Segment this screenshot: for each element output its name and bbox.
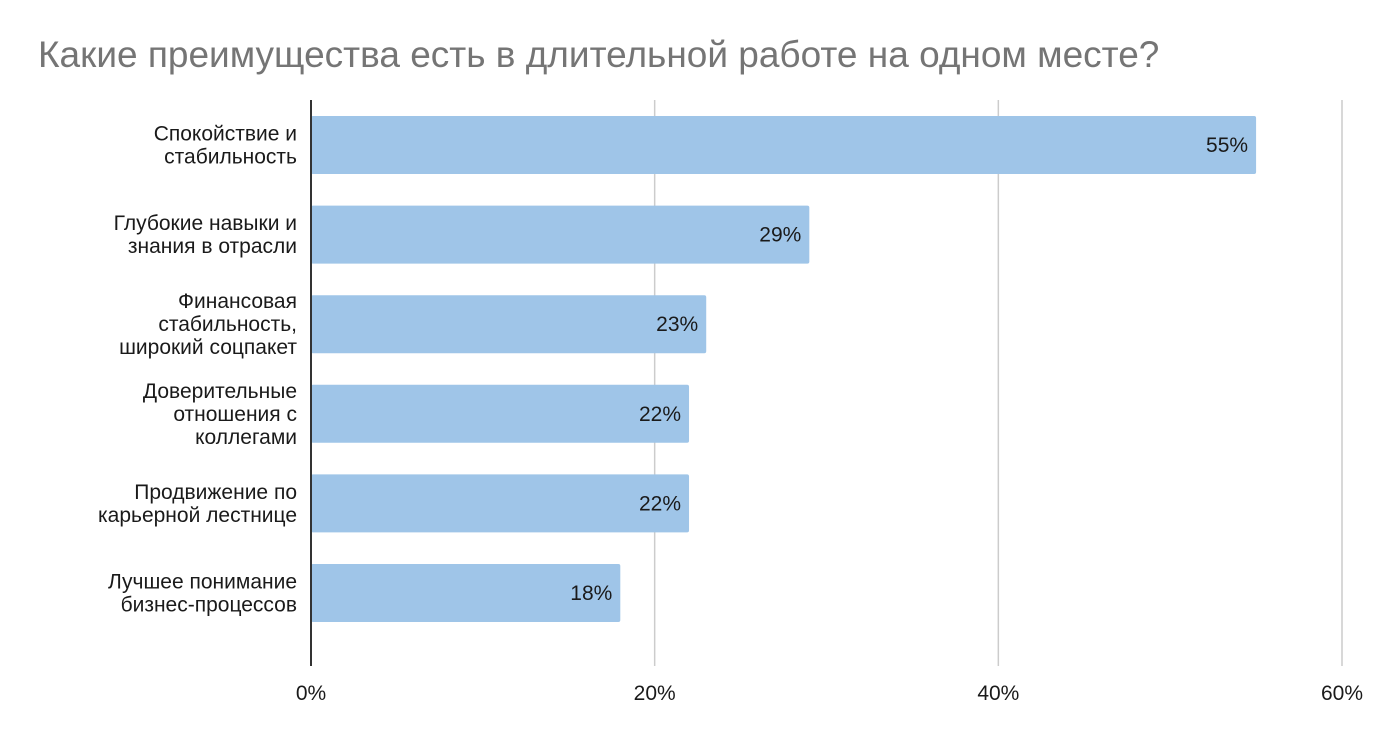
category-label-line: бизнес-процессов [121,594,297,617]
bar [311,564,621,622]
category-label: Лучшее понимание бизнес-процессов [108,571,297,617]
bars [311,116,1257,622]
grid-lines [653,100,1343,666]
x-tick-label: 40% [977,682,1019,705]
data-label: 22% [639,492,681,515]
data-label: 23% [656,313,698,336]
bar [311,295,707,354]
category-label: Глубокие навыки и знания в отрасли [114,212,297,258]
data-label: 29% [759,224,801,247]
category-label: Финансовая стабильность, широкий соцпакет [119,290,297,359]
category-label-line: отношения с [173,403,297,426]
chart-title: Какие преимущества есть в длительной раб… [38,34,1160,75]
bar [311,205,810,264]
category-label: Доверительные отношения с коллегами [143,380,297,449]
category-label: Продвижение по карьерной лестнице [98,481,297,527]
data-label: 22% [639,403,681,426]
category-label-line: стабильность [164,146,297,169]
labels: 0% 20% 40% 60% 55% Спокойствие и стабильность 2… [98,123,1363,706]
bar [311,116,1257,174]
data-label: 18% [570,582,612,605]
bar [311,474,690,533]
category-label: Спокойствие и стабильность [154,123,297,169]
category-label-line: Финансовая [178,290,297,313]
category-label-line: широкий соцпакет [119,336,297,359]
x-tick-label: 0% [296,682,326,705]
category-label-line: карьерной лестнице [98,504,297,527]
data-label: 55% [1206,134,1248,157]
category-label-line: коллегами [195,426,297,449]
category-label-line: Глубокие навыки и [114,212,297,235]
category-label-line: стабильность, [158,313,297,336]
category-label-line: Доверительные [143,380,297,403]
category-label-line: знания в отрасли [128,235,297,258]
x-tick-label: 60% [1321,682,1363,705]
category-label-line: Лучшее понимание [108,571,297,594]
category-label-line: Спокойствие и [154,123,297,146]
x-tick-label: 20% [634,682,676,705]
bar [311,384,690,443]
category-label-line: Продвижение по [134,481,297,504]
